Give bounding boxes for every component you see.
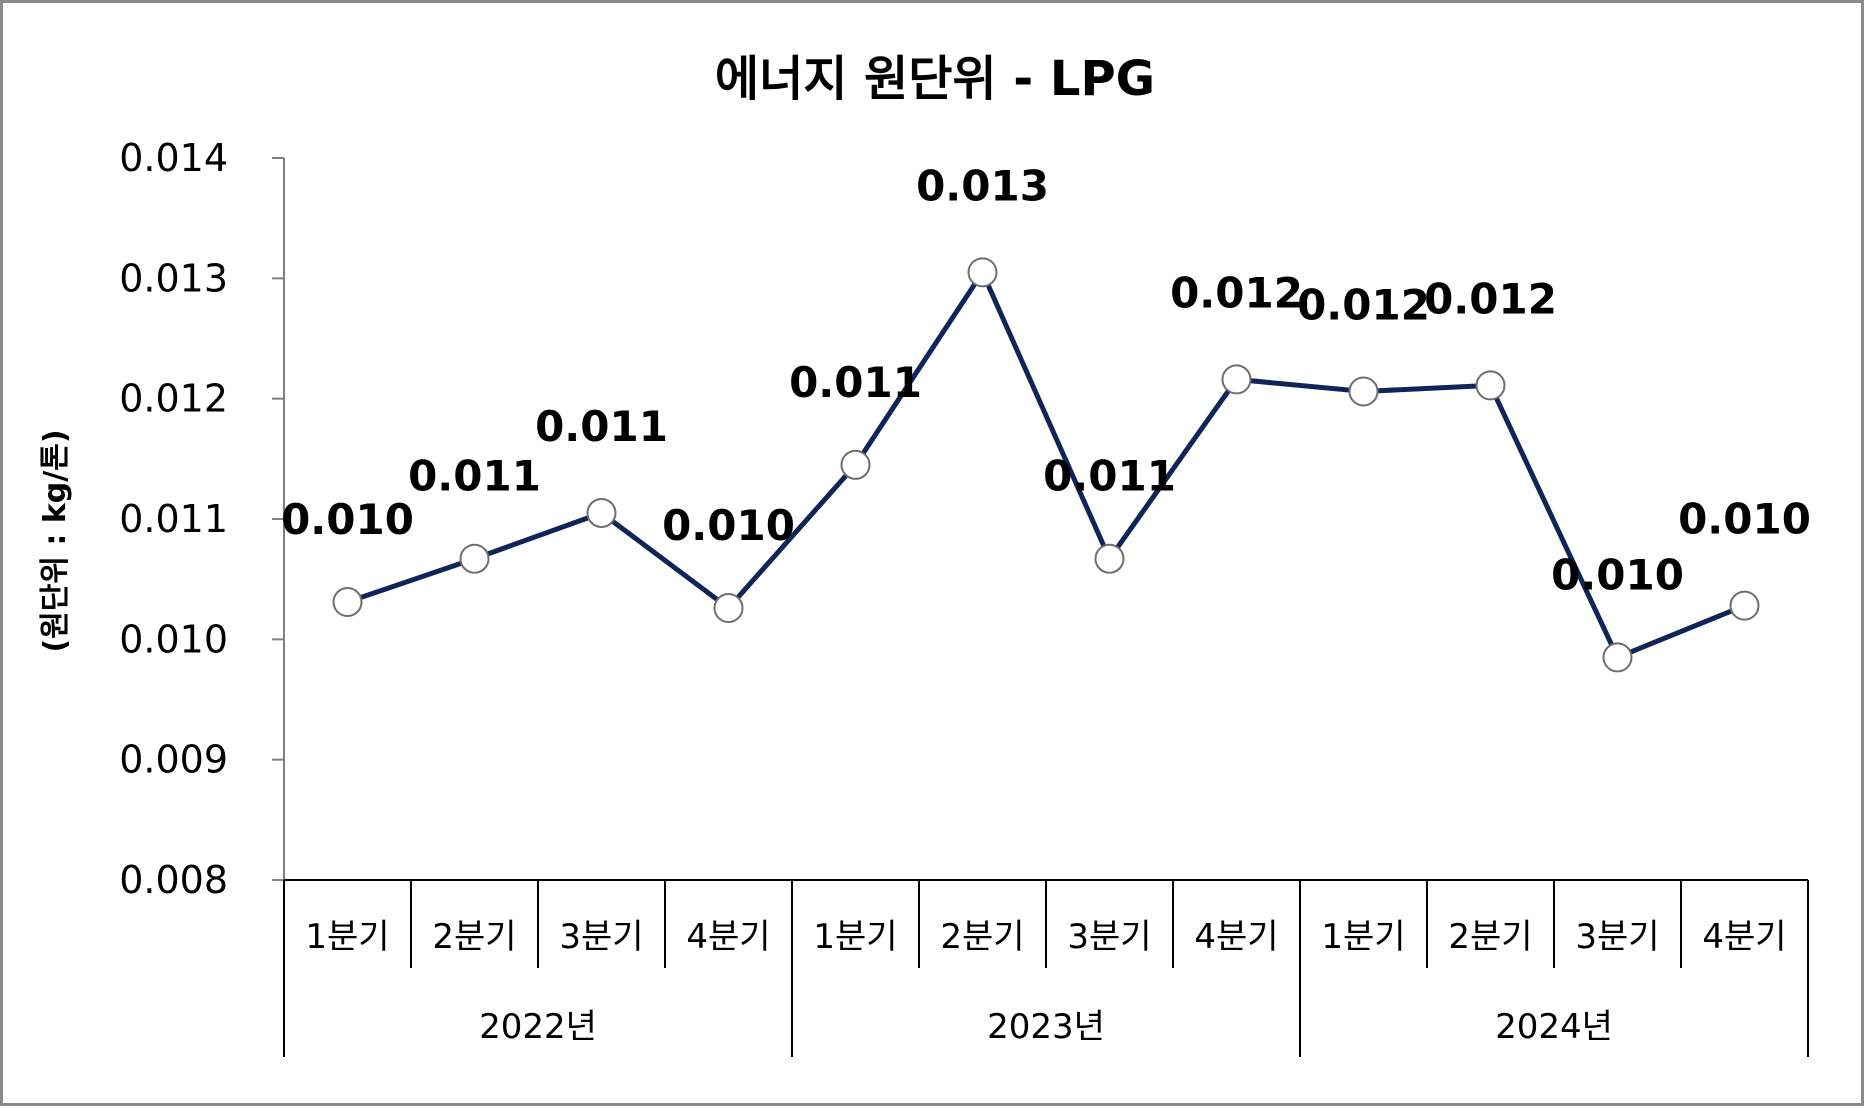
- data-labels: 0.0100.0110.0110.0100.0110.0130.0110.012…: [281, 161, 1811, 599]
- line-chart: 에너지 원단위 - LPG (원단위 : kg/톤) 0.0080.0090.0…: [38, 51, 1811, 1057]
- y-axis-label: (원단위 : kg/톤): [38, 429, 73, 652]
- data-point: [1602, 642, 1633, 673]
- series-line: [346, 269, 1746, 660]
- x-category-label: 1분기: [305, 917, 389, 957]
- data-label: 0.012: [1297, 280, 1430, 329]
- x-group-label: 2022년: [479, 1007, 597, 1047]
- x-category-label: 3분기: [1575, 917, 1659, 957]
- data-label: 0.010: [1678, 495, 1811, 544]
- data-label: 0.010: [662, 501, 795, 550]
- data-point: [332, 587, 363, 618]
- x-category-label: 1분기: [813, 917, 897, 957]
- x-category-label: 4분기: [686, 917, 770, 957]
- x-category-label: 2분기: [432, 917, 516, 957]
- y-tick-label: 0.011: [119, 497, 228, 541]
- data-point: [1221, 364, 1252, 395]
- data-label: 0.012: [1424, 274, 1557, 323]
- data-label: 0.010: [281, 495, 414, 544]
- y-tick-label: 0.014: [119, 136, 228, 180]
- axes: 0.008 0.009 0.010 0.011 0.012 0.013 0.014: [119, 136, 285, 902]
- x-group-label: 2024년: [1495, 1007, 1613, 1047]
- x-category-label: 2분기: [940, 917, 1024, 957]
- data-point: [1475, 370, 1506, 401]
- chart-title: 에너지 원단위 - LPG: [715, 51, 1155, 107]
- data-label: 0.010: [1551, 550, 1684, 599]
- y-tick-label: 0.012: [119, 377, 228, 421]
- series-line-layer: [332, 257, 1760, 673]
- x-category-label: 1분기: [1321, 917, 1405, 957]
- x-group-label: 2023년: [987, 1007, 1105, 1047]
- data-point: [1094, 543, 1125, 574]
- data-label: 0.013: [916, 161, 1049, 210]
- data-point: [713, 593, 744, 624]
- data-point: [1348, 376, 1379, 407]
- x-category-label: 2분기: [1448, 917, 1532, 957]
- x-category-label: 4분기: [1194, 917, 1278, 957]
- data-label: 0.011: [789, 358, 922, 407]
- data-point: [586, 497, 617, 528]
- category-table: 1분기 2분기 3분기 4분기 1분기 2분기 3분기 4분기 1분기 2분기 3분기 4분기 2022…: [283, 879, 1809, 1057]
- data-point: [1729, 590, 1760, 621]
- data-label: 0.012: [1170, 268, 1303, 317]
- y-tick-label: 0.010: [119, 617, 228, 661]
- data-label: 0.011: [408, 452, 541, 501]
- data-point: [459, 543, 490, 574]
- y-tick-label: 0.009: [119, 738, 228, 782]
- data-point: [967, 257, 998, 288]
- data-point: [840, 449, 871, 480]
- x-category-label: 3분기: [1067, 917, 1151, 957]
- y-tick-label: 0.008: [119, 858, 228, 902]
- data-label: 0.011: [535, 402, 668, 451]
- x-category-label: 3분기: [559, 917, 643, 957]
- x-category-label: 4분기: [1702, 917, 1786, 957]
- data-label: 0.011: [1043, 452, 1176, 501]
- y-tick-label: 0.013: [119, 256, 228, 300]
